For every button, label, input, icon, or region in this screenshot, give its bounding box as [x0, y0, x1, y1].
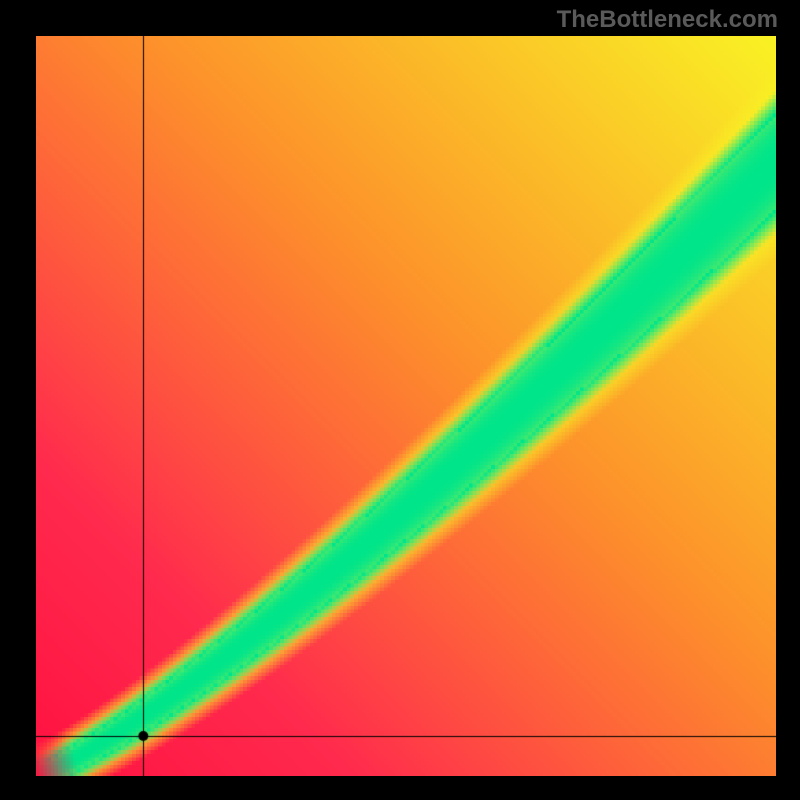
chart-container: TheBottleneck.com [0, 0, 800, 800]
heatmap-canvas [36, 36, 776, 776]
watermark-text: TheBottleneck.com [557, 6, 778, 34]
plot-area [36, 36, 776, 776]
